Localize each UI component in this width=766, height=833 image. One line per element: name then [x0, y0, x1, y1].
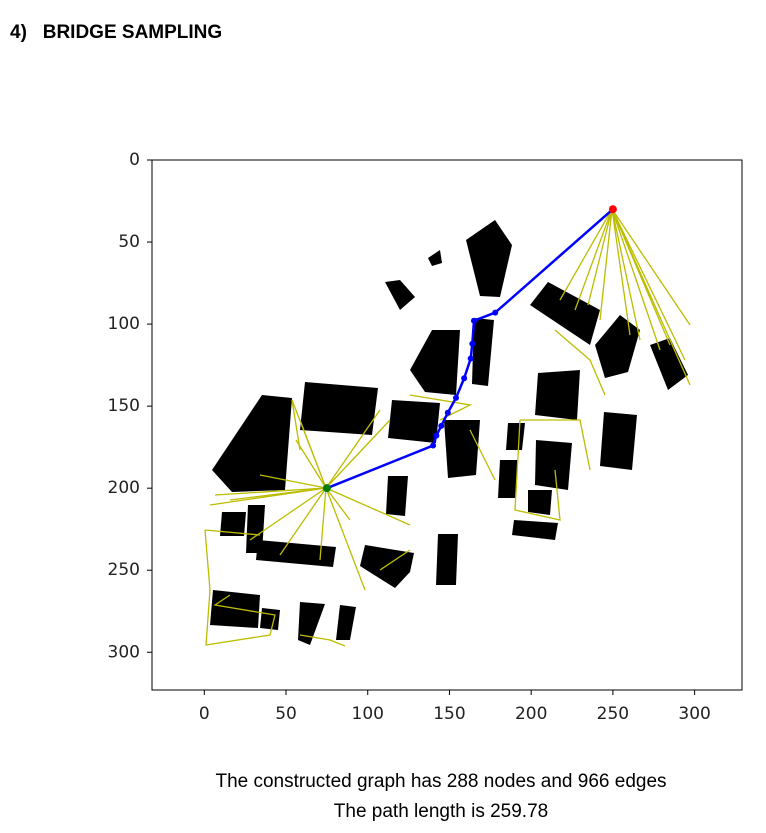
path-node — [430, 442, 437, 449]
plot-frame — [151, 159, 743, 691]
path-node — [467, 355, 474, 362]
x-tick-label: 150 — [433, 704, 465, 724]
path-node — [470, 317, 477, 324]
path-node — [469, 340, 476, 347]
path-node — [492, 309, 499, 316]
path-node — [444, 409, 451, 416]
x-tick-label: 250 — [597, 704, 629, 724]
caption-line: The constructed graph has 288 nodes and … — [215, 771, 667, 792]
caption-line: The path length is 259.78 — [333, 801, 549, 822]
y-tick-label: 300 — [108, 642, 140, 662]
path-node — [608, 205, 617, 214]
y-tick-label: 100 — [108, 314, 140, 334]
path-node — [322, 484, 331, 493]
obstacles — [210, 220, 688, 645]
x-tick-label: 0 — [199, 704, 210, 724]
x-tick-label: 300 — [678, 704, 710, 724]
path-node — [433, 432, 440, 439]
heading: 4) BRIDGE SAMPLING — [10, 22, 223, 43]
x-tick-label: 100 — [352, 704, 384, 724]
path-node — [452, 394, 459, 401]
y-tick-label: 250 — [108, 560, 140, 580]
graph-edges — [204, 208, 691, 647]
y-tick-label: 150 — [108, 396, 140, 416]
y-tick-label: 0 — [129, 150, 140, 170]
x-tick-label: 200 — [515, 704, 547, 724]
path-node — [438, 422, 445, 429]
x-tick-label: 50 — [275, 704, 297, 724]
y-tick-label: 200 — [108, 478, 140, 498]
y-tick-label: 50 — [118, 232, 140, 252]
path-node — [461, 375, 468, 382]
